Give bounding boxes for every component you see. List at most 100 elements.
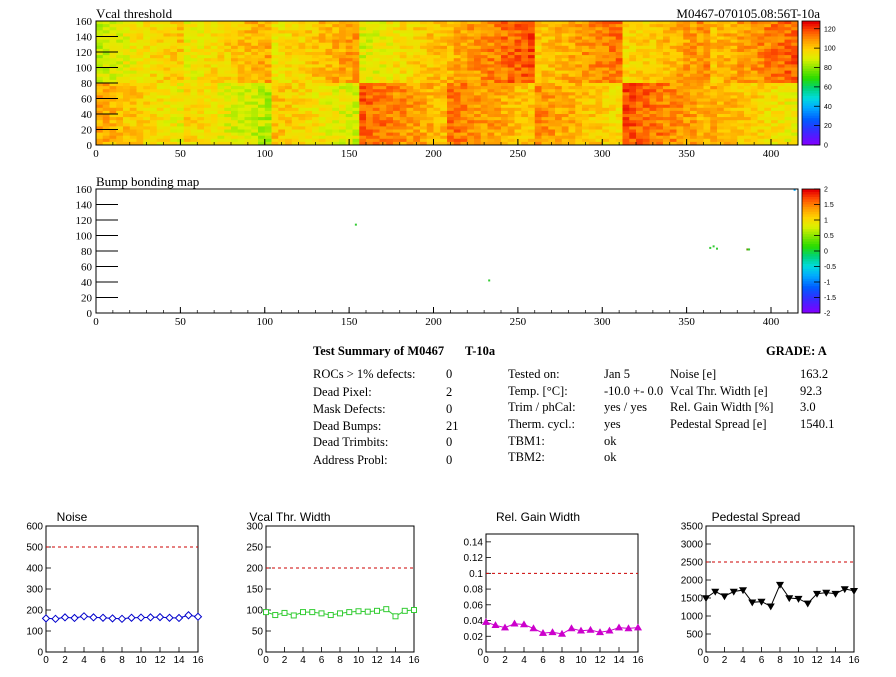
heatmap-cell	[548, 21, 556, 25]
heatmap-cell	[737, 104, 745, 109]
heatmap-cell	[406, 70, 414, 75]
heatmap-cell	[420, 55, 428, 59]
heatmap-cell	[568, 21, 576, 25]
heatmap-cell	[764, 141, 772, 146]
heatmap-cell	[447, 52, 455, 56]
heatmap-cell	[332, 126, 340, 130]
heatmap-cell	[136, 86, 144, 90]
heatmap-cell	[602, 86, 610, 90]
heatmap-cell	[102, 132, 110, 137]
heatmap-cell	[271, 114, 279, 118]
heatmap-cell	[210, 107, 218, 112]
heatmap-cell	[109, 86, 117, 90]
data-point	[849, 587, 859, 595]
heatmap-cell	[663, 55, 671, 59]
heatmap-cell	[541, 98, 549, 102]
heatmap-cell	[615, 39, 623, 44]
heatmap-cell	[676, 132, 684, 137]
heatmap-cell	[696, 141, 704, 146]
heatmap-cell	[595, 58, 603, 62]
heatmap-cell	[696, 76, 704, 81]
heatmap-cell	[129, 114, 137, 118]
heatmap-cell	[595, 132, 603, 137]
heatmap-cell	[582, 61, 590, 65]
heatmap-cell	[379, 92, 387, 96]
heatmap-cell	[339, 117, 347, 121]
heatmap-cell	[487, 98, 495, 102]
heatmap-cell	[156, 73, 164, 78]
heatmap-cell	[582, 27, 590, 31]
heatmap-cell	[575, 70, 583, 75]
heatmap-cell	[352, 24, 360, 28]
heatmap-cell	[649, 33, 657, 37]
heatmap-cell	[791, 110, 799, 115]
palette-tick-label: 20	[824, 123, 832, 130]
heatmap-cell	[534, 89, 542, 93]
palette-cell	[802, 140, 820, 144]
heatmap-cell	[406, 110, 414, 115]
heatmap-cell	[764, 92, 772, 96]
heatmap-cell	[339, 132, 347, 137]
heatmap-cell	[501, 138, 509, 143]
heatmap-cell	[744, 107, 752, 112]
heatmap-cell	[777, 120, 785, 124]
heatmap-cell	[244, 86, 252, 90]
heatmap-cell	[453, 107, 461, 112]
heatmap-cell	[602, 129, 610, 133]
heatmap-cell	[622, 95, 630, 99]
heatmap-cell	[372, 70, 380, 75]
heatmap-cell	[366, 42, 374, 47]
heatmap-cell	[217, 117, 225, 121]
heatmap-cell	[298, 70, 306, 75]
heatmap-cell	[136, 27, 144, 31]
heatmap-cell	[528, 129, 536, 133]
heatmap-cell	[312, 76, 320, 81]
heatmap-cell	[534, 33, 542, 37]
heatmap-cell	[170, 110, 178, 115]
heatmap-cell	[163, 89, 171, 93]
heatmap-cell	[183, 86, 191, 90]
y-tick-label: 3000	[681, 540, 704, 551]
heatmap-cell	[629, 138, 637, 143]
heatmap-cell	[393, 45, 401, 50]
bump-point	[488, 279, 491, 282]
heatmap-cell	[420, 36, 428, 40]
heatmap-cell	[777, 110, 785, 115]
heatmap-cell	[784, 48, 792, 53]
heatmap-cell	[642, 114, 650, 118]
heatmap-cell	[744, 67, 752, 71]
heatmap-cell	[217, 39, 225, 44]
heatmap-cell	[372, 110, 380, 115]
heatmap-cell	[649, 70, 657, 75]
heatmap-cell	[339, 73, 347, 78]
heatmap-cell	[440, 89, 448, 93]
heatmap-cell	[177, 123, 185, 127]
heatmap-cell	[561, 135, 569, 140]
col2-label-3: Therm. cycl.:	[508, 417, 575, 431]
heatmap-cell	[298, 48, 306, 53]
heatmap-cell	[730, 39, 738, 44]
heatmap-cell	[453, 138, 461, 143]
heatmap-cell	[723, 52, 731, 56]
heatmap-cell	[177, 42, 185, 47]
heatmap-cell	[339, 33, 347, 37]
y-tick-label: 0.14	[464, 537, 484, 548]
heatmap-cell	[595, 21, 603, 25]
heatmap-cell	[318, 123, 326, 127]
heatmap-cell	[399, 33, 407, 37]
heatmap-cell	[399, 52, 407, 56]
heatmap-cell	[595, 95, 603, 99]
heatmap-cell	[528, 27, 536, 31]
heatmap-cell	[217, 58, 225, 62]
heatmap-cell	[534, 120, 542, 124]
heatmap-cell	[555, 52, 563, 56]
heatmap-cell	[420, 120, 428, 124]
palette-cell	[802, 201, 820, 205]
heatmap-cell	[541, 39, 549, 44]
heatmap-cell	[683, 123, 691, 127]
heatmap-cell	[453, 120, 461, 124]
heatmap-cell	[305, 107, 313, 112]
heatmap-cell	[521, 98, 529, 102]
heatmap-cell	[426, 30, 434, 34]
heatmap-cell	[723, 61, 731, 65]
